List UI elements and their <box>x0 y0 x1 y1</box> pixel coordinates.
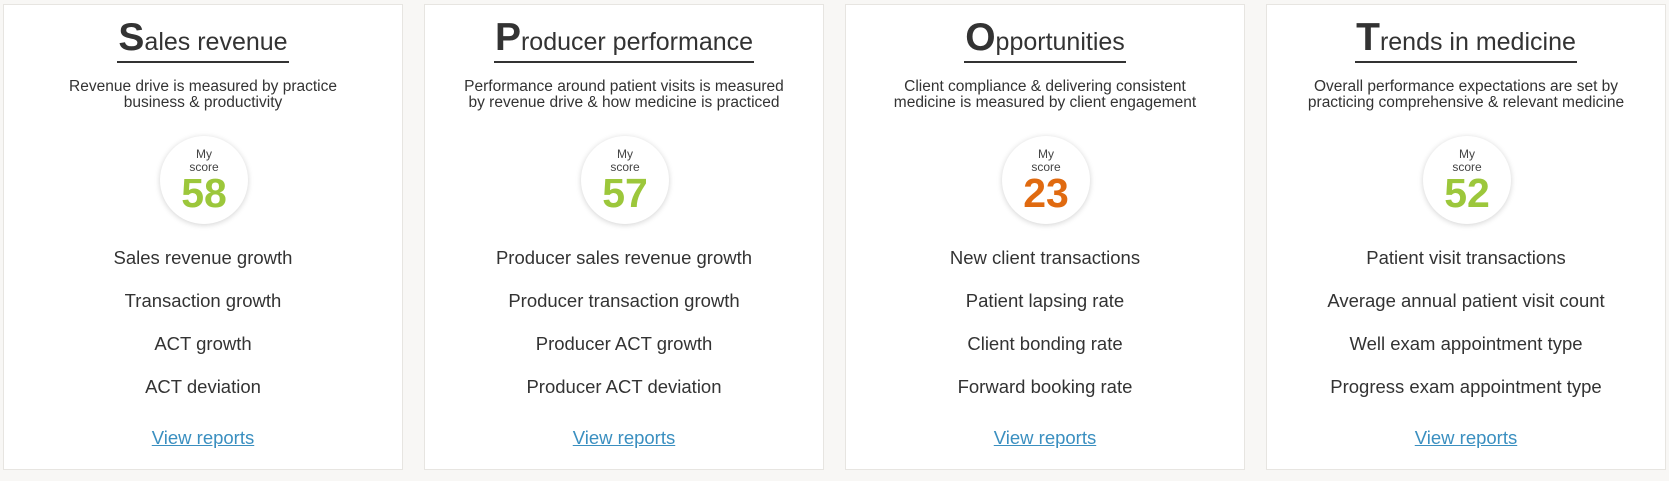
score-label: My score <box>1423 148 1511 174</box>
score-value: 52 <box>1444 170 1490 216</box>
title-initial: S <box>118 16 145 59</box>
score-badge: My score 57 <box>581 136 669 224</box>
card-producer-performance: Producer performance Performance around … <box>424 4 824 470</box>
description-line: business & productivity <box>123 94 283 111</box>
score-value: 57 <box>602 170 648 216</box>
card-description: Performance around patient visits is mea… <box>443 79 805 111</box>
description-line: Overall performance expectations are set… <box>1313 78 1619 95</box>
metric-item: Producer transaction growth <box>508 290 740 311</box>
card-title: Opportunities <box>846 16 1244 66</box>
metric-item: Progress exam appointment type <box>1330 376 1602 397</box>
card-title: Sales revenue <box>4 16 402 66</box>
title-rest: rends in medicine <box>1379 28 1576 56</box>
metric-item: Client bonding rate <box>967 333 1123 354</box>
score-label: My score <box>160 148 248 174</box>
card-opportunities: Opportunities Client compliance & delive… <box>845 4 1245 470</box>
score-value: 23 <box>1023 170 1069 216</box>
score-badge: My score 58 <box>160 136 248 224</box>
title-rest: pportunities <box>995 28 1125 56</box>
description-line: Performance around patient visits is mea… <box>464 78 784 95</box>
description-line: by revenue drive & how medicine is pract… <box>468 94 780 111</box>
card-trends-in-medicine: Trends in medicine Overall performance e… <box>1266 4 1666 470</box>
title-initial: P <box>494 16 521 59</box>
card-description: Client compliance & delivering consisten… <box>864 79 1226 111</box>
metric-item: Producer sales revenue growth <box>495 247 753 268</box>
score-label: My score <box>581 148 669 174</box>
metric-item: Producer ACT deviation <box>526 376 722 397</box>
view-reports-link[interactable]: View reports <box>1414 427 1518 448</box>
metric-item: ACT growth <box>154 333 252 354</box>
title-rest: roducer performance <box>520 28 754 56</box>
card-sales-revenue: Sales revenue Revenue drive is measured … <box>3 4 403 470</box>
scorecards: Sales revenue Revenue drive is measured … <box>3 4 1666 470</box>
card-description: Revenue drive is measured by practice bu… <box>22 79 384 111</box>
score-label-line: score <box>1452 160 1482 174</box>
metric-list: Producer sales revenue growth Producer t… <box>425 248 823 420</box>
description-line: Revenue drive is measured by practice <box>69 78 337 95</box>
metric-item: New client transactions <box>949 247 1141 268</box>
card-title-text: Trends in medicine <box>1355 16 1577 63</box>
view-reports-link[interactable]: View reports <box>572 427 676 448</box>
score-label-line: My <box>1459 147 1475 161</box>
description-line: Client compliance & delivering consisten… <box>904 78 1186 95</box>
score-badge: My score 52 <box>1423 136 1511 224</box>
metric-item: Average annual patient visit count <box>1327 290 1605 311</box>
card-title-text: Opportunities <box>964 16 1126 63</box>
view-reports-link[interactable]: View reports <box>151 427 255 448</box>
title-initial: T <box>1356 16 1380 59</box>
metric-item: Producer ACT growth <box>535 333 713 354</box>
score-label-line: My <box>1038 147 1054 161</box>
metric-item: Forward booking rate <box>957 376 1133 397</box>
score-label-line: My <box>196 147 212 161</box>
card-title-text: Producer performance <box>493 16 755 63</box>
metric-item: Patient lapsing rate <box>965 290 1125 311</box>
card-title: Trends in medicine <box>1267 16 1665 66</box>
score-value: 58 <box>181 170 227 216</box>
card-title-text: Sales revenue <box>117 16 289 63</box>
metric-item: Well exam appointment type <box>1349 333 1583 354</box>
score-label-line: score <box>1031 160 1061 174</box>
score-label: My score <box>1002 148 1090 174</box>
description-line: practicing comprehensive & relevant medi… <box>1307 94 1625 111</box>
metric-list: Sales revenue growth Transaction growth … <box>4 248 402 420</box>
metric-item: ACT deviation <box>145 376 261 397</box>
description-line: medicine is measured by client engagemen… <box>893 94 1197 111</box>
metric-list: New client transactions Patient lapsing … <box>846 248 1244 420</box>
title-rest: ales revenue <box>144 28 288 56</box>
card-description: Overall performance expectations are set… <box>1285 79 1647 111</box>
metric-item: Transaction growth <box>124 290 282 311</box>
score-badge: My score 23 <box>1002 136 1090 224</box>
score-label-line: score <box>189 160 219 174</box>
title-initial: O <box>965 16 996 59</box>
metric-list: Patient visit transactions Average annua… <box>1267 248 1665 420</box>
metric-item: Sales revenue growth <box>113 247 293 268</box>
metric-item: Patient visit transactions <box>1366 247 1566 268</box>
score-label-line: My <box>617 147 633 161</box>
view-reports-link[interactable]: View reports <box>993 427 1097 448</box>
card-title: Producer performance <box>425 16 823 66</box>
score-label-line: score <box>610 160 640 174</box>
